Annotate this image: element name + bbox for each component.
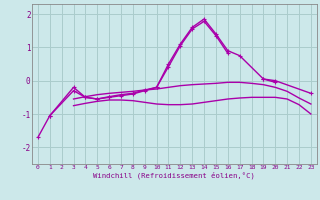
X-axis label: Windchill (Refroidissement éolien,°C): Windchill (Refroidissement éolien,°C)	[93, 172, 255, 179]
